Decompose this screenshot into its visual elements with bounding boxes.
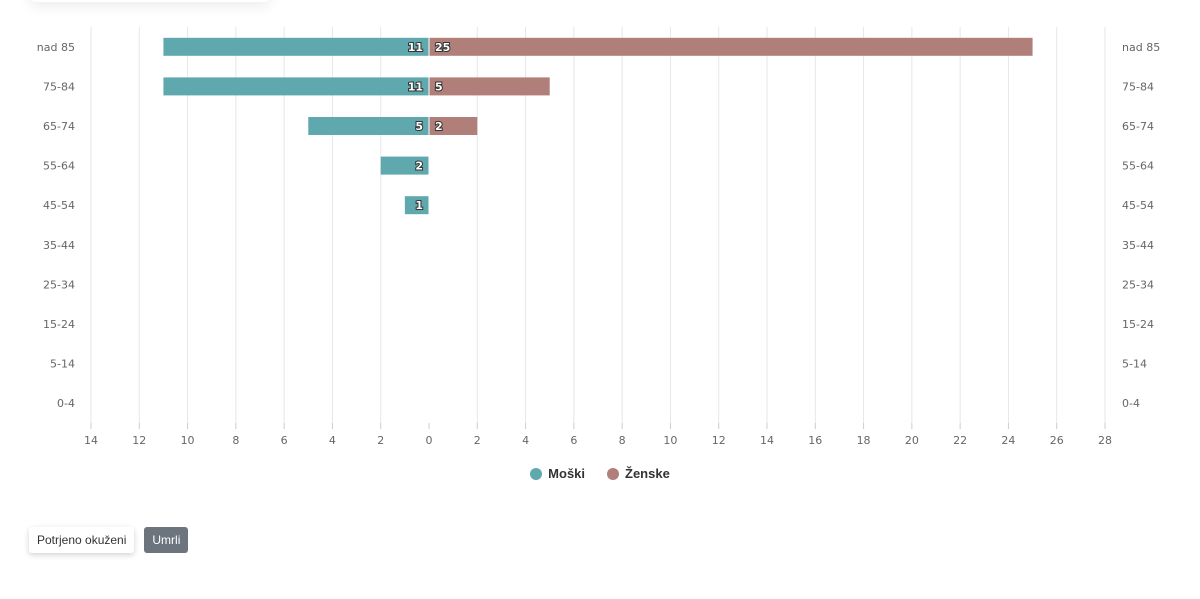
- y-tick-label-right: 65-74: [1122, 120, 1154, 133]
- x-tick-label: 2: [474, 434, 481, 447]
- bar-female: [429, 117, 478, 135]
- data-label: 2: [415, 160, 423, 173]
- x-tick-label: 2: [377, 434, 384, 447]
- bar-female: [429, 37, 1033, 56]
- x-tick-label: 6: [570, 434, 577, 447]
- data-label: 25: [435, 41, 450, 54]
- y-tick-label-left: 75-84: [43, 80, 75, 93]
- x-tick-label: 12: [712, 434, 726, 447]
- y-tick-label-right: nad 85: [1122, 41, 1160, 54]
- y-tick-label-right: 55-64: [1122, 160, 1154, 173]
- legend-dot-icon: [530, 467, 543, 480]
- x-tick-label: 0: [426, 434, 433, 447]
- deaths-button[interactable]: Umrli: [144, 527, 189, 553]
- x-tick-label: 10: [663, 434, 677, 447]
- y-tick-label-left: 35-44: [43, 239, 75, 252]
- y-tick-label-left: 55-64: [43, 160, 75, 173]
- bar-female: [429, 77, 550, 96]
- data-label: 5: [435, 80, 443, 93]
- x-tick-label: 8: [619, 434, 626, 447]
- y-tick-label-right: 75-84: [1122, 80, 1154, 93]
- y-tick-label-left: 0-4: [57, 397, 75, 410]
- y-tick-label-left: 65-74: [43, 120, 75, 133]
- bar-male: [163, 77, 429, 96]
- data-label: 5: [415, 120, 423, 133]
- confirmed-button[interactable]: Potrjeno okuženi: [29, 527, 135, 553]
- x-tick-label: 24: [1001, 434, 1015, 447]
- y-tick-label-left: nad 85: [37, 41, 75, 54]
- legend-dot-icon: [607, 467, 620, 480]
- bar-male: [308, 117, 429, 135]
- x-tick-label: 20: [905, 434, 919, 447]
- y-tick-label-left: 5-14: [50, 358, 75, 371]
- y-tick-label-left: 25-34: [43, 278, 75, 291]
- data-label: 2: [435, 120, 443, 133]
- y-tick-label-right: 25-34: [1122, 278, 1154, 291]
- x-tick-label: 14: [760, 434, 774, 447]
- x-tick-label: 26: [1050, 434, 1064, 447]
- x-tick-label: 8: [232, 434, 239, 447]
- y-tick-label-right: 5-14: [1122, 358, 1147, 371]
- data-label: 11: [408, 80, 423, 93]
- x-tick-label: 4: [329, 434, 336, 447]
- y-tick-label-right: 35-44: [1122, 239, 1154, 252]
- bar-male: [380, 156, 429, 175]
- y-tick-label-right: 0-4: [1122, 397, 1140, 410]
- bar-male: [404, 196, 429, 215]
- bar-male: [163, 37, 429, 56]
- x-tick-label: 14: [84, 434, 98, 447]
- data-label: 1: [415, 199, 423, 212]
- x-tick-label: 12: [132, 434, 146, 447]
- x-tick-label: 4: [522, 434, 529, 447]
- x-tick-label: 16: [808, 434, 822, 447]
- legend-label: Moški: [548, 466, 586, 481]
- y-tick-label-left: 45-54: [43, 199, 75, 212]
- legend-label: Ženske: [625, 466, 670, 481]
- data-label: 11: [408, 41, 423, 54]
- y-tick-label-left: 15-24: [43, 318, 75, 331]
- x-tick-label: 22: [953, 434, 967, 447]
- x-tick-label: 18: [857, 434, 871, 447]
- y-tick-label-right: 45-54: [1122, 199, 1154, 212]
- legend-item-male[interactable]: Moški: [530, 466, 585, 481]
- x-tick-label: 28: [1098, 434, 1112, 447]
- legend: Moški Ženske: [0, 466, 1200, 481]
- y-tick-label-right: 15-24: [1122, 318, 1154, 331]
- x-tick-label: 6: [281, 434, 288, 447]
- legend-item-female[interactable]: Ženske: [607, 466, 670, 481]
- x-tick-label: 10: [181, 434, 195, 447]
